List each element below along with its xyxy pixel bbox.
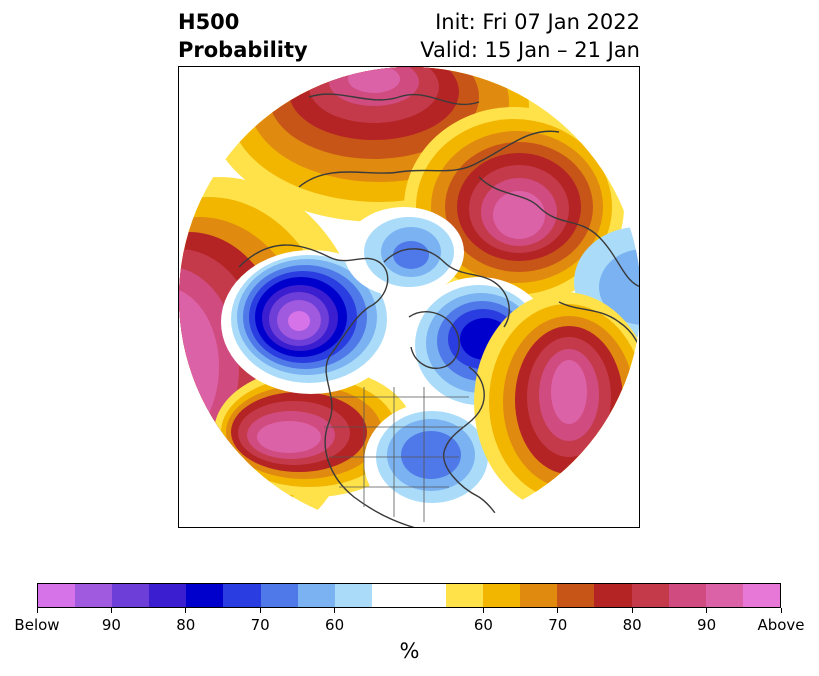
init-date: Init: Fri 07 Jan 2022 xyxy=(435,10,640,34)
colorbar-tick xyxy=(36,608,38,613)
colorbar-swatch xyxy=(520,584,558,607)
coastlines xyxy=(238,93,639,527)
colorbar-swatch xyxy=(446,584,484,607)
colorbar-swatch xyxy=(75,584,113,607)
colorbar-swatch xyxy=(594,584,632,607)
alaska-trough xyxy=(221,250,401,394)
colorbar-swatch xyxy=(742,584,780,607)
colorbar-swatch xyxy=(371,584,409,607)
colorbar-swatch xyxy=(557,584,595,607)
colorbar-tick-label: 80 xyxy=(176,616,196,634)
map-title: H500 Probability xyxy=(178,8,308,64)
colorbar-tick-label: Below xyxy=(14,616,60,634)
colorbar-tick xyxy=(706,608,708,613)
map-dates: Init: Fri 07 Jan 2022 Valid: 15 Jan – 21… xyxy=(420,8,640,64)
colorbar-ticks xyxy=(36,608,782,616)
colorbar-swatch xyxy=(483,584,521,607)
colorbar-tick-label: 80 xyxy=(622,616,642,634)
colorbar-tick-label: Above xyxy=(757,616,805,634)
colorbar-swatch xyxy=(223,584,261,607)
colorbar-tick xyxy=(334,608,336,613)
colorbar-swatch xyxy=(186,584,224,607)
state-borders xyxy=(324,387,469,522)
colorbar-unit-label: % xyxy=(399,639,420,663)
map-panel xyxy=(178,66,640,528)
hemisphere-disc xyxy=(179,67,639,527)
title-variable: H500 xyxy=(178,10,240,34)
colorbar-tick xyxy=(259,608,261,613)
colorbar-tick-label: 90 xyxy=(697,616,717,634)
colorbar-swatch xyxy=(149,584,187,607)
colorbar-swatch xyxy=(112,584,150,607)
colorbar-tick xyxy=(185,608,187,613)
valid-range: Valid: 15 Jan – 21 Jan xyxy=(420,38,640,62)
probability-map xyxy=(179,67,639,527)
colorbar-tick-label: 70 xyxy=(250,616,270,634)
title-product: Probability xyxy=(178,38,308,62)
colorbar-tick-label: 70 xyxy=(548,616,568,634)
colorbar-swatch xyxy=(38,584,76,607)
colorbar-swatch xyxy=(705,584,743,607)
colorbar-swatch xyxy=(334,584,372,607)
colorbar-tick xyxy=(482,608,484,613)
colorbar-tick xyxy=(557,608,559,613)
colorbar-tick-label: 60 xyxy=(325,616,345,634)
colorbar-tick-label: 60 xyxy=(473,616,493,634)
colorbar-swatch xyxy=(260,584,298,607)
colorbar-tick xyxy=(110,608,112,613)
colorbar-swatch xyxy=(631,584,669,607)
colorbar-swatch xyxy=(297,584,335,607)
colorbar-tick-label: 90 xyxy=(101,616,121,634)
colorbar-swatch xyxy=(408,584,447,607)
colorbar-swatch xyxy=(668,584,706,607)
polar-trough xyxy=(344,207,464,297)
colorbar-tick xyxy=(780,608,782,613)
colorbar-tick xyxy=(631,608,633,613)
colorbar xyxy=(37,583,781,608)
